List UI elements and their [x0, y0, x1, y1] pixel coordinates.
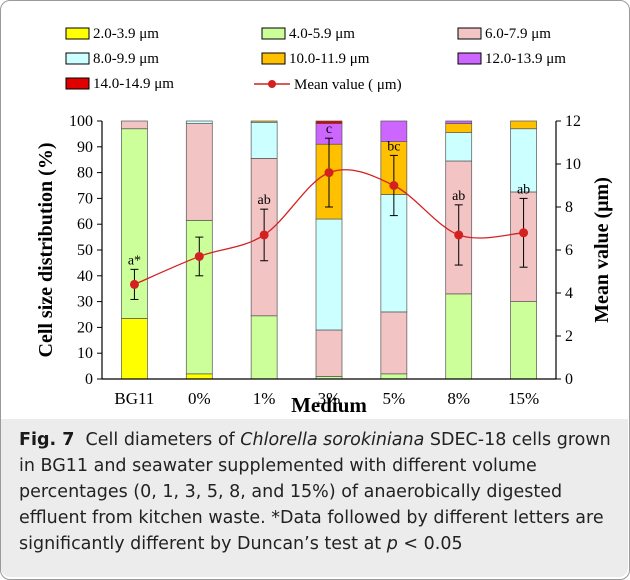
- legend-label-3: 8.0-9.9 μm: [93, 51, 159, 67]
- caption-text-end: SDEC-18 cells grown in BG11 and seawater…: [19, 430, 611, 554]
- bar-segment-1-1: [185, 219, 213, 375]
- axes: 0 10 20 30 40 50 60 70 80 90 100 0 2 4 6 8 10 12 BG11 0% 1% 3…: [35, 113, 613, 417]
- x-tick-label-0: BG11: [114, 389, 154, 408]
- y2-tick-label-4: 8: [565, 199, 573, 216]
- bar-segment-2-1: [250, 315, 278, 380]
- mean-marker-1: [194, 251, 204, 261]
- chart: 2.0-3.9 μm 4.0-5.9 μm 6.0-7.9 μm 8.0-9.9 μm…: [35, 26, 613, 417]
- figure-caption: Fig. 7 Cell diameters of Chlorella sorok…: [19, 427, 619, 557]
- y2-tick-label-1: 2: [565, 328, 573, 345]
- mean-marker-0: [129, 279, 139, 289]
- stacked-bars: [121, 120, 537, 380]
- bar-segment-0-0: [121, 318, 148, 380]
- bar-segment-3-6: [315, 120, 343, 124]
- bar-segment-6-1: [510, 301, 537, 380]
- caption-species-name: Chlorella sorokiniana: [240, 430, 425, 450]
- bar-segment-2-4: [250, 120, 278, 123]
- x-tick-label-3: 3%: [318, 389, 341, 408]
- legend-mean-marker: [268, 80, 276, 88]
- y-tick-label-1: 10: [77, 345, 93, 362]
- legend-swatch-6: [65, 77, 90, 90]
- mean-marker-3: [324, 168, 334, 178]
- legend-label-4: 10.0-11.9 μm: [289, 51, 370, 67]
- bar-segment-3-2: [315, 329, 343, 377]
- y2-axis-title: Mean value (μm): [591, 177, 613, 323]
- legend-swatch-3: [65, 52, 90, 65]
- mean-marker-6: [519, 228, 529, 238]
- mean-marker-5: [454, 230, 464, 240]
- caption-text-start: Cell diameters of: [85, 430, 241, 450]
- caption-p-symbol: p: [386, 534, 398, 554]
- bar-segment-5-3: [445, 132, 473, 162]
- bar-segment-5-1: [445, 293, 473, 380]
- x-tick-label-6: 15%: [508, 389, 539, 408]
- legend-label-2: 6.0-7.9 μm: [485, 26, 551, 42]
- bar-segment-5-5: [445, 120, 473, 124]
- bar-segment-4-2: [380, 311, 408, 375]
- bar-segment-3-3: [315, 218, 343, 331]
- legend-label-1: 4.0-5.9 μm: [289, 26, 355, 42]
- bar-segment-1-3: [185, 120, 213, 124]
- y2-tick-label-3: 6: [565, 242, 573, 259]
- legend-mean-label: Mean value ( μm): [294, 77, 402, 93]
- legend-swatch-4: [261, 52, 286, 65]
- significance-letter-0: a*: [128, 253, 141, 268]
- legend-swatch-0: [65, 27, 90, 40]
- bar-segment-4-5: [380, 120, 408, 142]
- x-tick-label-1: 0%: [188, 389, 211, 408]
- significance-letter-3: c: [326, 122, 332, 137]
- legend-swatch-5: [457, 52, 482, 65]
- y-tick-label-8: 80: [77, 165, 93, 182]
- significance-letter-6: ab: [517, 182, 530, 197]
- x-axis-title: Medium: [291, 393, 367, 417]
- y-tick-label-5: 50: [77, 242, 93, 259]
- y-tick-label-10: 100: [69, 113, 93, 130]
- mean-marker-4: [389, 181, 399, 190]
- mean-marker-2: [259, 230, 269, 240]
- y-tick-label-7: 70: [77, 190, 93, 207]
- x-tick-label-2: 1%: [253, 389, 276, 408]
- bar-segment-6-4: [510, 120, 537, 130]
- y-tick-label-2: 20: [77, 319, 93, 336]
- y-tick-label-3: 30: [77, 294, 93, 311]
- x-tick-label-4: 5%: [383, 389, 406, 408]
- significance-letter-5: ab: [452, 189, 465, 204]
- significance-letter-2: ab: [258, 193, 271, 208]
- bar-segment-0-2: [121, 120, 148, 130]
- x-tick-label-5: 8%: [447, 389, 470, 408]
- legend: 2.0-3.9 μm 4.0-5.9 μm 6.0-7.9 μm 8.0-9.9 μm…: [65, 26, 566, 93]
- bar-segment-5-4: [445, 123, 473, 133]
- legend-label-0: 2.0-3.9 μm: [93, 26, 159, 42]
- mean-value-layer: a* ab c bc ab ab: [128, 122, 530, 300]
- bar-segment-1-2: [185, 123, 213, 221]
- y2-tick-label-2: 4: [565, 285, 573, 302]
- figure-label: Fig. 7: [19, 430, 75, 450]
- legend-swatch-1: [261, 27, 286, 40]
- y-axis-title: Cell size distribution (%): [35, 143, 57, 358]
- y-tick-label-4: 40: [77, 268, 93, 285]
- y2-tick-label-0: 0: [565, 371, 573, 388]
- legend-label-6: 14.0-14.9 μm: [93, 76, 174, 92]
- caption-p-value: < 0.05: [397, 534, 463, 554]
- legend-label-5: 12.0-13.9 μm: [485, 51, 566, 67]
- bar-segment-2-3: [250, 121, 278, 159]
- y-tick-label-9: 90: [77, 139, 93, 156]
- bar-segment-4-1: [380, 373, 408, 380]
- legend-swatch-2: [457, 27, 482, 40]
- y2-tick-label-5: 10: [565, 156, 581, 173]
- bar-segment-1-0: [185, 373, 213, 380]
- significance-letter-4: bc: [387, 139, 400, 154]
- bar-segment-6-3: [510, 128, 537, 193]
- y-tick-label-6: 60: [77, 216, 93, 233]
- y2-tick-label-6: 12: [565, 113, 581, 130]
- y-tick-label-0: 0: [85, 371, 93, 388]
- caption-box: Fig. 7 Cell diameters of Chlorella sorok…: [1, 419, 628, 577]
